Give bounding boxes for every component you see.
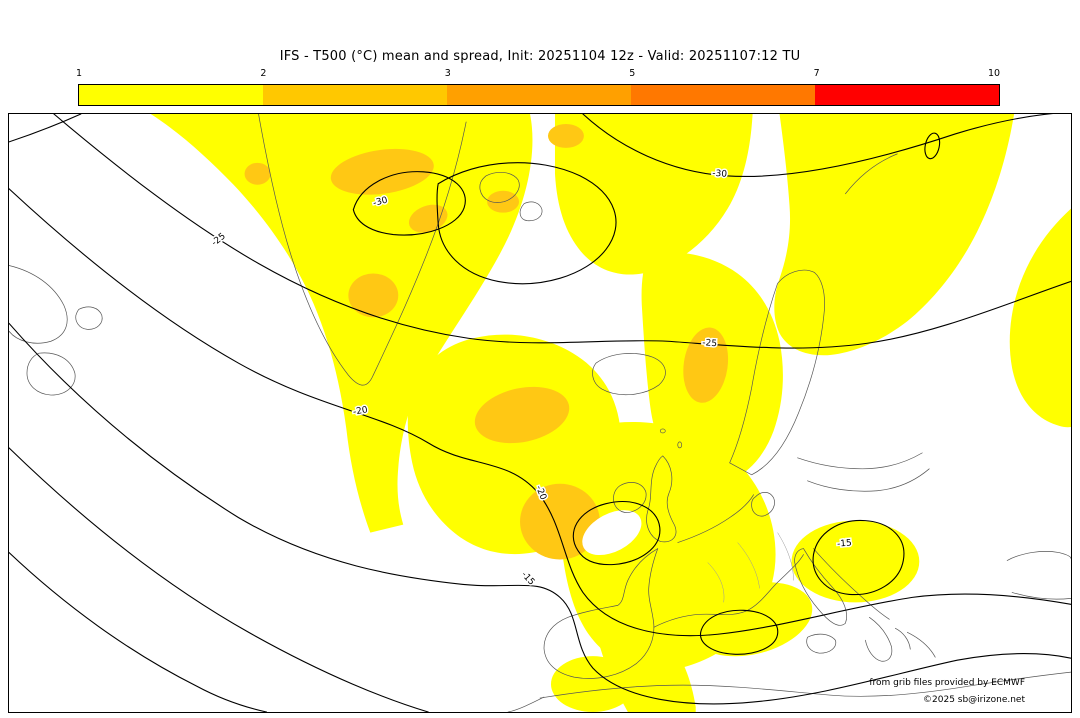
coast-ireland: [613, 482, 647, 514]
colorbar-segment: [815, 85, 999, 105]
coast-black-sea: [1006, 551, 1071, 561]
spread-region-level2: [474, 386, 570, 444]
contour-label: -25: [702, 338, 717, 349]
coast-turkey: [906, 631, 936, 658]
colorbar-segment: [447, 85, 631, 105]
mean-contours-layer: [9, 114, 1071, 712]
spread-shading-layer: [150, 114, 1071, 712]
coast-baltic: [797, 452, 923, 470]
colorbar-segment: [79, 85, 263, 105]
contour-loop-sicily: [700, 609, 779, 655]
coast-arctic-island: [845, 153, 898, 195]
border-europe: [737, 542, 760, 589]
coast-adriatic: [813, 548, 890, 620]
coast-svalbard: [519, 201, 543, 222]
colorbar-tick-label: 1: [76, 68, 83, 79]
contour-loop-uk: [572, 501, 661, 566]
contour-loop-svalbard: [436, 162, 617, 285]
coast-black-sea: [1011, 592, 1071, 600]
border-europe: [777, 532, 794, 581]
coast-shetland: [677, 441, 683, 449]
coast-canada: [9, 265, 68, 344]
spread-region: [554, 114, 753, 275]
contour-label: -25: [210, 232, 228, 249]
spread-hole: [582, 510, 642, 556]
contour-loop-balkans: [812, 520, 905, 596]
credit-ecmwf: from grib files provided by ECMWF: [869, 678, 1025, 688]
map-frame: -30 -30 -25 -25 -20 -20 -15 -15 from grib files…: [8, 113, 1072, 713]
coast-sicily: [806, 633, 837, 654]
spread-region: [1009, 208, 1071, 428]
credit-copyright: ©2025 sb@irizone.net: [923, 695, 1025, 705]
coast-iceland: [592, 353, 666, 396]
coast-scandinavia: [729, 269, 825, 476]
coastlines-layer: [9, 114, 1071, 712]
coast-svalbard: [479, 171, 520, 203]
contour-line-minus20: [9, 188, 1071, 637]
coast-italy: [794, 548, 847, 626]
spread-region: [791, 520, 920, 603]
contour-line: [9, 114, 82, 143]
contour-label: -15: [837, 538, 852, 549]
contour-line-minus25: [53, 114, 1071, 349]
coast-north-africa: [539, 671, 1071, 699]
colorbar: [78, 84, 1000, 106]
spread-region-level2: [348, 273, 399, 318]
coast-greece: [894, 627, 911, 650]
coast-baltic: [807, 468, 930, 492]
border-europe: [707, 562, 725, 603]
coast-iberia: [543, 548, 659, 679]
contour-line-minus15: [9, 322, 1071, 705]
colorbar-segment: [263, 85, 447, 105]
coast-morocco: [507, 696, 545, 712]
colorbar-tick-label: 3: [444, 68, 451, 79]
spread-region-level2: [330, 148, 434, 195]
spread-region: [690, 582, 813, 657]
coast-britain: [646, 455, 677, 543]
contour-line: [9, 551, 268, 712]
spread-region-level2: [244, 162, 271, 185]
coast-canada: [26, 352, 76, 396]
spread-region: [774, 114, 1015, 356]
contour-label: -30: [712, 169, 728, 180]
coast-canada: [75, 306, 103, 330]
spread-region-level2: [520, 483, 600, 560]
spread-region-level2: [683, 327, 729, 403]
coast-greece: [865, 616, 893, 662]
contour-label: -20: [352, 405, 368, 417]
coast-greenland: [258, 114, 467, 386]
spread-region: [550, 656, 635, 712]
colorbar-tick-label: 2: [260, 68, 267, 79]
coast-nw-europe: [677, 494, 754, 543]
contour-line-minus30-loop: [352, 171, 466, 236]
colorbar-segment: [631, 85, 815, 105]
contour-line: [9, 447, 429, 712]
coast-denmark: [751, 492, 775, 517]
contour-line-minus30: [582, 114, 1054, 177]
spread-region-level2: [547, 123, 584, 148]
colorbar-tick-labels: 1 2 3 5 7 10: [76, 68, 1001, 81]
contour-small-loop: [924, 132, 941, 160]
colorbar-tick-label: 10: [988, 68, 1001, 79]
colorbar-tick-label: 5: [629, 68, 636, 79]
chart-title: IFS - T500 (°C) mean and spread, Init: 2…: [279, 49, 801, 64]
coast-faroe: [659, 428, 666, 434]
colorbar-tick-label: 7: [813, 68, 820, 79]
weather-map-svg: -30-30-25-25-20-20-15-15: [9, 114, 1071, 712]
